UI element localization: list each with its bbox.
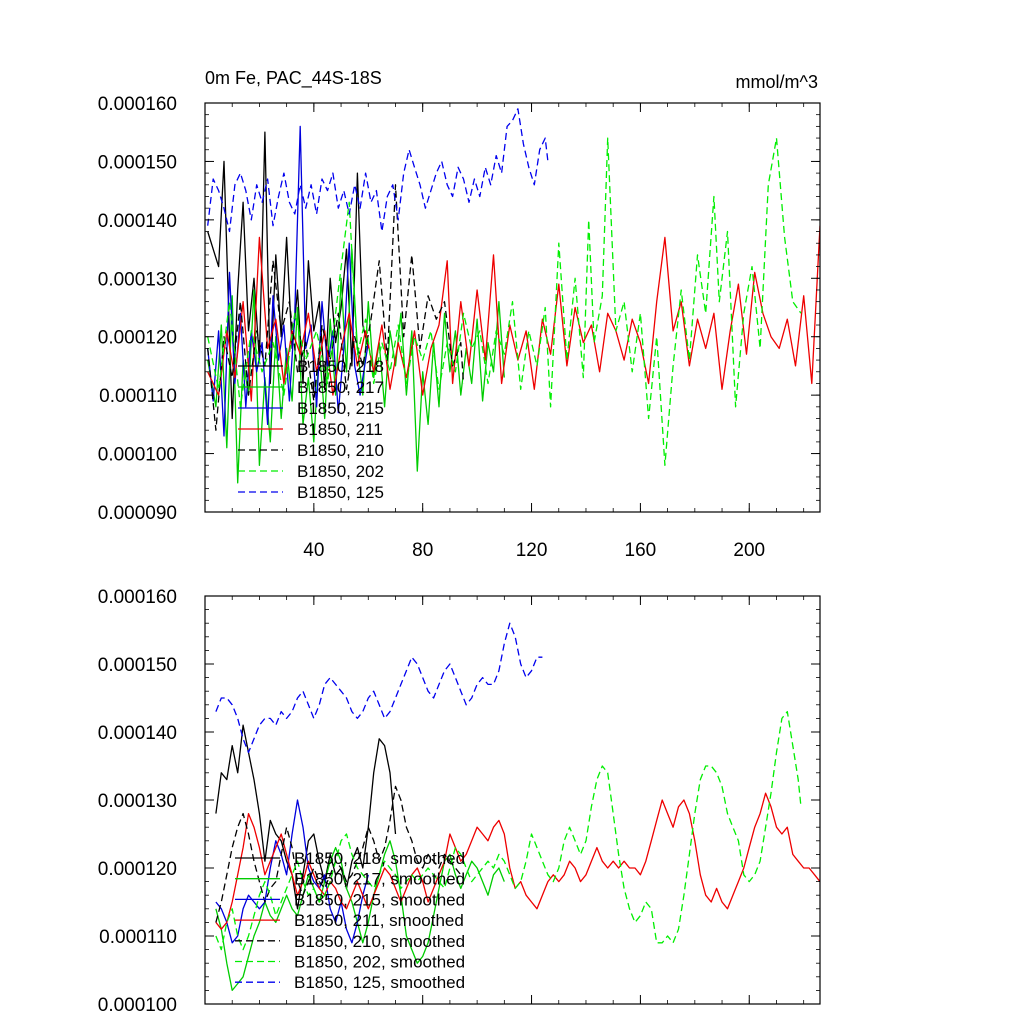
x-tick-label: 200	[733, 540, 765, 561]
y-tick-label: 0.000110	[99, 386, 177, 407]
legend-label: B1850, 217, smoothed	[294, 870, 465, 889]
legend: B1850, 218 B1850, 217 B1850, 215 B1850, 211…	[238, 357, 384, 502]
legend-label: B1850, 202, smoothed	[294, 953, 465, 972]
y-tick-label: 0.000150	[98, 152, 177, 173]
y-tick-label: 0.000130	[98, 791, 177, 812]
legend: B1850, 218, smoothed B1850, 217, smoothed…	[235, 849, 465, 992]
legend-label: B1850, 210	[297, 441, 384, 460]
legend-label: B1850, 125	[297, 483, 384, 502]
legend-label: B1850, 218, smoothed	[294, 849, 465, 868]
y-tick-label: 0.000100	[98, 995, 177, 1016]
plot-frame	[204, 102, 821, 513]
y-tick-label: 0.000140	[98, 723, 177, 744]
chart-title: 0m Fe, PAC_44S-18S	[205, 68, 382, 89]
y-tick-label: 0.000120	[98, 328, 177, 349]
series-line-0-4	[207, 184, 465, 431]
legend-label: B1850, 211	[297, 420, 383, 439]
y-tick-label: 0.000160	[98, 94, 177, 115]
x-tick-label: 120	[516, 540, 548, 561]
series-line-1-4	[215, 785, 464, 923]
legend-label: B1850, 210, smoothed	[294, 932, 465, 951]
y-tick-label: 0.000140	[98, 211, 177, 232]
series-line-0-5	[207, 137, 802, 466]
x-tick-label: 160	[625, 540, 657, 561]
plot-area	[215, 622, 820, 992]
legend-label: B1850, 215, smoothed	[294, 890, 465, 909]
legend-label: B1850, 211, smoothed	[294, 911, 464, 930]
y-tick-label: 0.000130	[98, 269, 177, 290]
y-tick-label: 0.000110	[99, 927, 177, 948]
top-panel-chart: 0.000090 0.000100 0.000110 0.000120 0.000130…	[98, 68, 821, 561]
legend-label: B1850, 218	[297, 357, 384, 376]
y-tick-label: 0.000090	[98, 503, 177, 524]
chart-units: mmol/m^3	[736, 72, 818, 92]
legend-label: B1850, 217	[297, 378, 384, 397]
y-tick-label: 0.000150	[98, 655, 177, 676]
legend-label: B1850, 125, smoothed	[294, 973, 465, 992]
y-tick-label: 0.000120	[98, 859, 177, 880]
series-line-1-6	[215, 622, 543, 754]
series-line-1-0	[215, 724, 397, 910]
series-line-1-5	[215, 710, 802, 951]
legend-label: B1850, 202	[297, 462, 384, 481]
bottom-panel-chart: 0.000100 0.000110 0.000120 0.000130 0.000140…	[98, 587, 821, 1016]
series-line-1-1	[215, 840, 505, 992]
y-tick-label: 0.000100	[98, 445, 177, 466]
plot-area	[207, 108, 820, 484]
x-tick-label: 40	[303, 540, 324, 561]
series-line-0-6	[207, 108, 549, 233]
x-tick-label: 80	[412, 540, 433, 561]
series-line-1-2	[215, 799, 369, 944]
y-tick-label: 0.000160	[98, 587, 177, 608]
legend-label: B1850, 215	[297, 399, 384, 418]
